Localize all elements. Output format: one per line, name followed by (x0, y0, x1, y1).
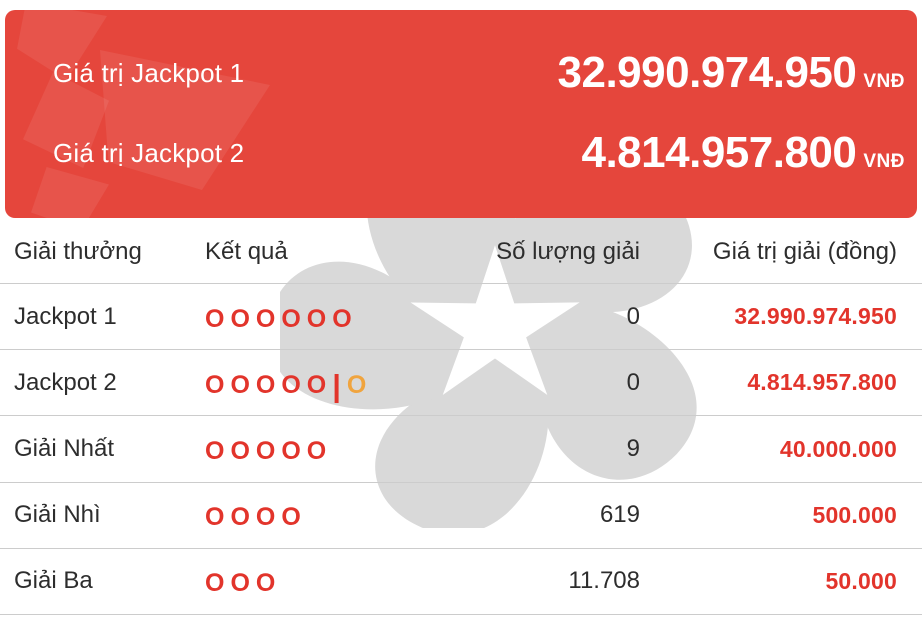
table-row: Giải Nhất OOOOO 9 40.000.000 (0, 415, 922, 481)
result-balls: OOOOOO (205, 299, 491, 335)
jackpot2-currency: VNĐ (863, 151, 905, 172)
header-prize: Giải thưởng (14, 237, 142, 265)
lottery-logo-watermark-icon (280, 128, 710, 528)
prize-table: Giải thưởng Kết quả Số lượng giải Giá tr… (0, 220, 922, 624)
table-row: Jackpot 2 OOOOO|O 0 4.814.957.800 (0, 349, 922, 415)
jackpot1-label: Giá trị Jackpot 1 (53, 57, 245, 88)
result-separator: | (332, 367, 347, 403)
jackpot2-amount: 4.814.957.800 (581, 128, 857, 177)
result-main-numbers: OOOOO (205, 437, 333, 465)
table-row: Giải Nhì OOOO 619 500.000 (0, 481, 922, 548)
result-balls: OOOOO|O (205, 365, 491, 403)
result-main-numbers: OOOOOO (205, 304, 358, 333)
table-header-row: Giải thưởng Kết quả Số lượng giải Giá tr… (0, 220, 922, 283)
jackpot-banner: Giá trị Jackpot 1 32.990.974.950 VNĐ Giá… (5, 10, 917, 218)
jackpot2-value: 4.814.957.800 VNĐ (581, 128, 905, 178)
result-bonus-number: O (346, 370, 367, 399)
jackpot2-row: Giá trị Jackpot 2 4.814.957.800 VNĐ (53, 118, 905, 188)
prize-count: 9 (626, 435, 640, 462)
table-row: Jackpot 1 OOOOOO 0 32.990.974.950 (0, 283, 922, 349)
result-main-numbers: OOOOO (205, 370, 333, 399)
prize-count: 619 (599, 501, 640, 529)
jackpot1-value: 32.990.974.950 VNĐ (558, 48, 905, 98)
prize-value: 500.000 (812, 501, 897, 528)
prize-name: Jackpot 1 (14, 302, 117, 330)
prize-value: 32.990.974.950 (734, 303, 897, 330)
jackpot1-row: Giá trị Jackpot 1 32.990.974.950 VNĐ (53, 38, 905, 108)
prize-value: 40.000.000 (779, 435, 897, 462)
prize-count: 0 (626, 302, 640, 330)
header-value: Giá trị giải (đồng) (712, 237, 897, 265)
header-count: Số lượng giải (496, 237, 640, 265)
prize-value: 50.000 (825, 567, 897, 594)
jackpot2-label: Giá trị Jackpot 2 (53, 137, 245, 168)
jackpot1-amount: 32.990.974.950 (557, 48, 857, 97)
result-balls: OOOOO (205, 431, 491, 467)
prize-name: Giải Nhì (14, 501, 101, 529)
result-main-numbers: OOOO (205, 503, 307, 532)
prize-name: Giải Ba (14, 567, 93, 595)
result-balls: OOO (205, 563, 491, 599)
prize-count: 0 (626, 368, 640, 396)
prize-value: 4.814.957.800 (747, 369, 897, 396)
table-row: Giải Ba OOO 11.708 50.000 (0, 547, 922, 616)
result-main-numbers: OOO (205, 569, 282, 598)
header-result: Kết quả (205, 237, 288, 265)
prize-count: 11.708 (568, 567, 640, 595)
jackpot1-currency: VNĐ (863, 71, 905, 92)
prize-name: Jackpot 2 (14, 368, 117, 396)
prize-name: Giải Nhất (14, 435, 115, 462)
result-balls: OOOO (205, 497, 491, 533)
